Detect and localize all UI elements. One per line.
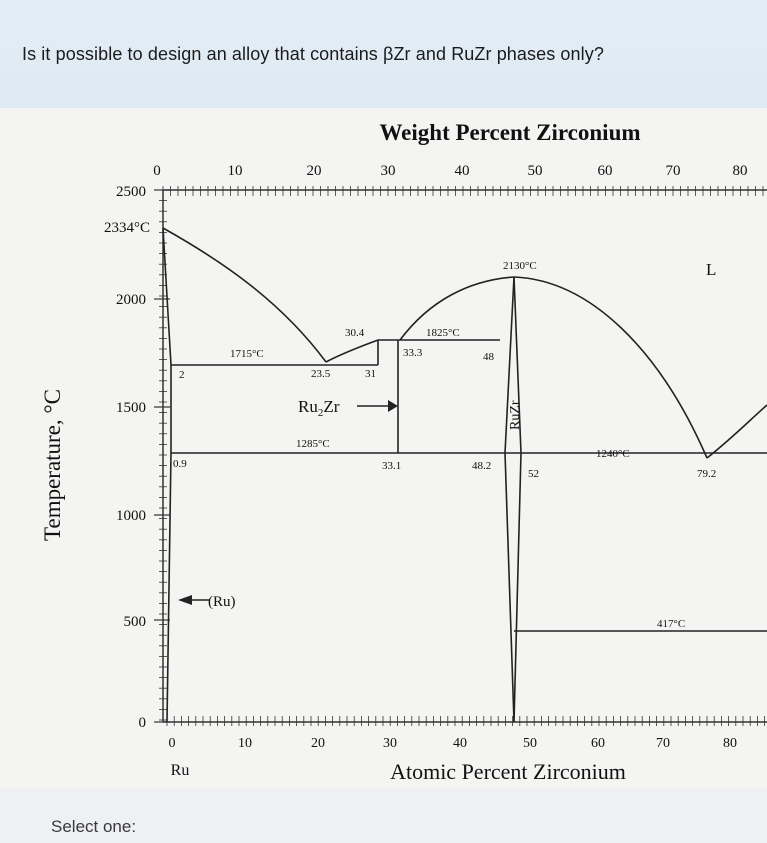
ru-solvus-lower [166,452,172,723]
y-extra-label: 2334°C [104,220,150,236]
annotations: 2130°C 1825°C 1715°C 1285°C 1240°C 417°C… [173,260,716,630]
phase-diagram-svg: 2500 2334°C 2000 1500 1000 500 0 Tempera… [40,120,767,784]
bottom-tick-label: 80 [723,736,737,751]
zr-liquidus [706,404,767,459]
annotation-1715: 1715°C [230,348,264,360]
rurz-left-boundary [504,276,515,723]
phase-labels: L (Ru) Ru2Zr RuZr [208,260,716,610]
top-tick-label: 80 [733,163,748,179]
annotation-48-2: 48.2 [472,460,491,472]
y-tick-label: 500 [124,614,147,630]
select-one-prompt: Select one: [51,817,137,836]
phase-label-ru: (Ru) [208,594,236,610]
phase-label-ru2zr: Ru2Zr [298,397,340,419]
bottom-tick-labels: 0 10 20 30 40 50 60 70 80 [169,736,738,751]
top-tick-label: 50 [528,163,543,179]
annotation-33-3: 33.3 [403,347,423,359]
annotation-52: 52 [528,468,539,480]
bottom-tick-label: 10 [238,736,252,751]
top-ticks [162,186,764,196]
annotation-1825: 1825°C [426,327,460,339]
annotation-30-4: 30.4 [345,327,365,339]
rurz-liquidus-left [399,276,515,341]
y-tick-label: 1000 [116,508,146,524]
x-axis-title: Atomic Percent Zirconium [390,759,626,784]
annotation-2: 2 [179,369,185,381]
top-tick-label: 30 [381,163,396,179]
rurz-right-boundary [513,276,522,723]
phase-label-liquid: L [706,260,716,279]
bottom-tick-label: 60 [591,736,605,751]
y-tick-label: 2000 [116,292,146,308]
annotation-2130: 2130°C [503,260,537,272]
top-tick-label: 60 [598,163,613,179]
ru-label: Ru [171,762,190,779]
top-tick-labels: 0 10 20 30 40 50 60 70 80 [153,163,747,179]
annotation-48: 48 [483,351,495,363]
bottom-tick-label: 40 [453,736,467,751]
y-tick-label: 0 [139,715,147,731]
ru-liquidus [162,227,327,363]
top-tick-label: 20 [307,163,322,179]
annotation-1285: 1285°C [296,438,330,450]
phase-label-ruzr: RuZr [508,400,523,430]
annotation-417: 417°C [657,618,685,630]
annotation-1240: 1240°C [596,448,630,460]
ru-arrow-head [178,595,192,605]
bottom-tick-label: 70 [656,736,670,751]
bottom-tick-label: 50 [523,736,537,751]
annotation-33-1: 33.1 [382,460,401,472]
top-tick-label: 70 [666,163,681,179]
annotation-79-2: 79.2 [697,468,716,480]
rurz-liquidus-right [513,276,708,459]
bottom-tick-label: 20 [311,736,325,751]
y-tick-labels: 2500 2334°C 2000 1500 1000 500 0 [104,184,150,731]
annotation-23-5: 23.5 [311,368,331,380]
bottom-ticks [166,716,765,726]
ru2zr-arrow-head [388,400,398,412]
question-text: Is it possible to design an alloy that c… [22,44,604,64]
top-tick-label: 40 [455,163,470,179]
y-tick-label: 1500 [116,400,146,416]
annotation-31: 31 [365,368,376,380]
annotation-0-9: 0.9 [173,458,187,470]
ru-solidus [162,227,172,453]
bottom-tick-label: 30 [383,736,397,751]
y-minor-ticks [159,189,167,721]
top-tick-label: 10 [228,163,243,179]
y-tick-label: 2500 [116,184,146,200]
ru2zr-liquidus [325,339,379,363]
chart-title: Weight Percent Zirconium [379,120,640,145]
y-axis-title: Temperature, °C [40,389,65,541]
phase-diagram-figure: 2500 2334°C 2000 1500 1000 500 0 Tempera… [0,108,767,788]
bottom-tick-label: 0 [169,736,176,751]
top-tick-label: 0 [153,163,161,179]
